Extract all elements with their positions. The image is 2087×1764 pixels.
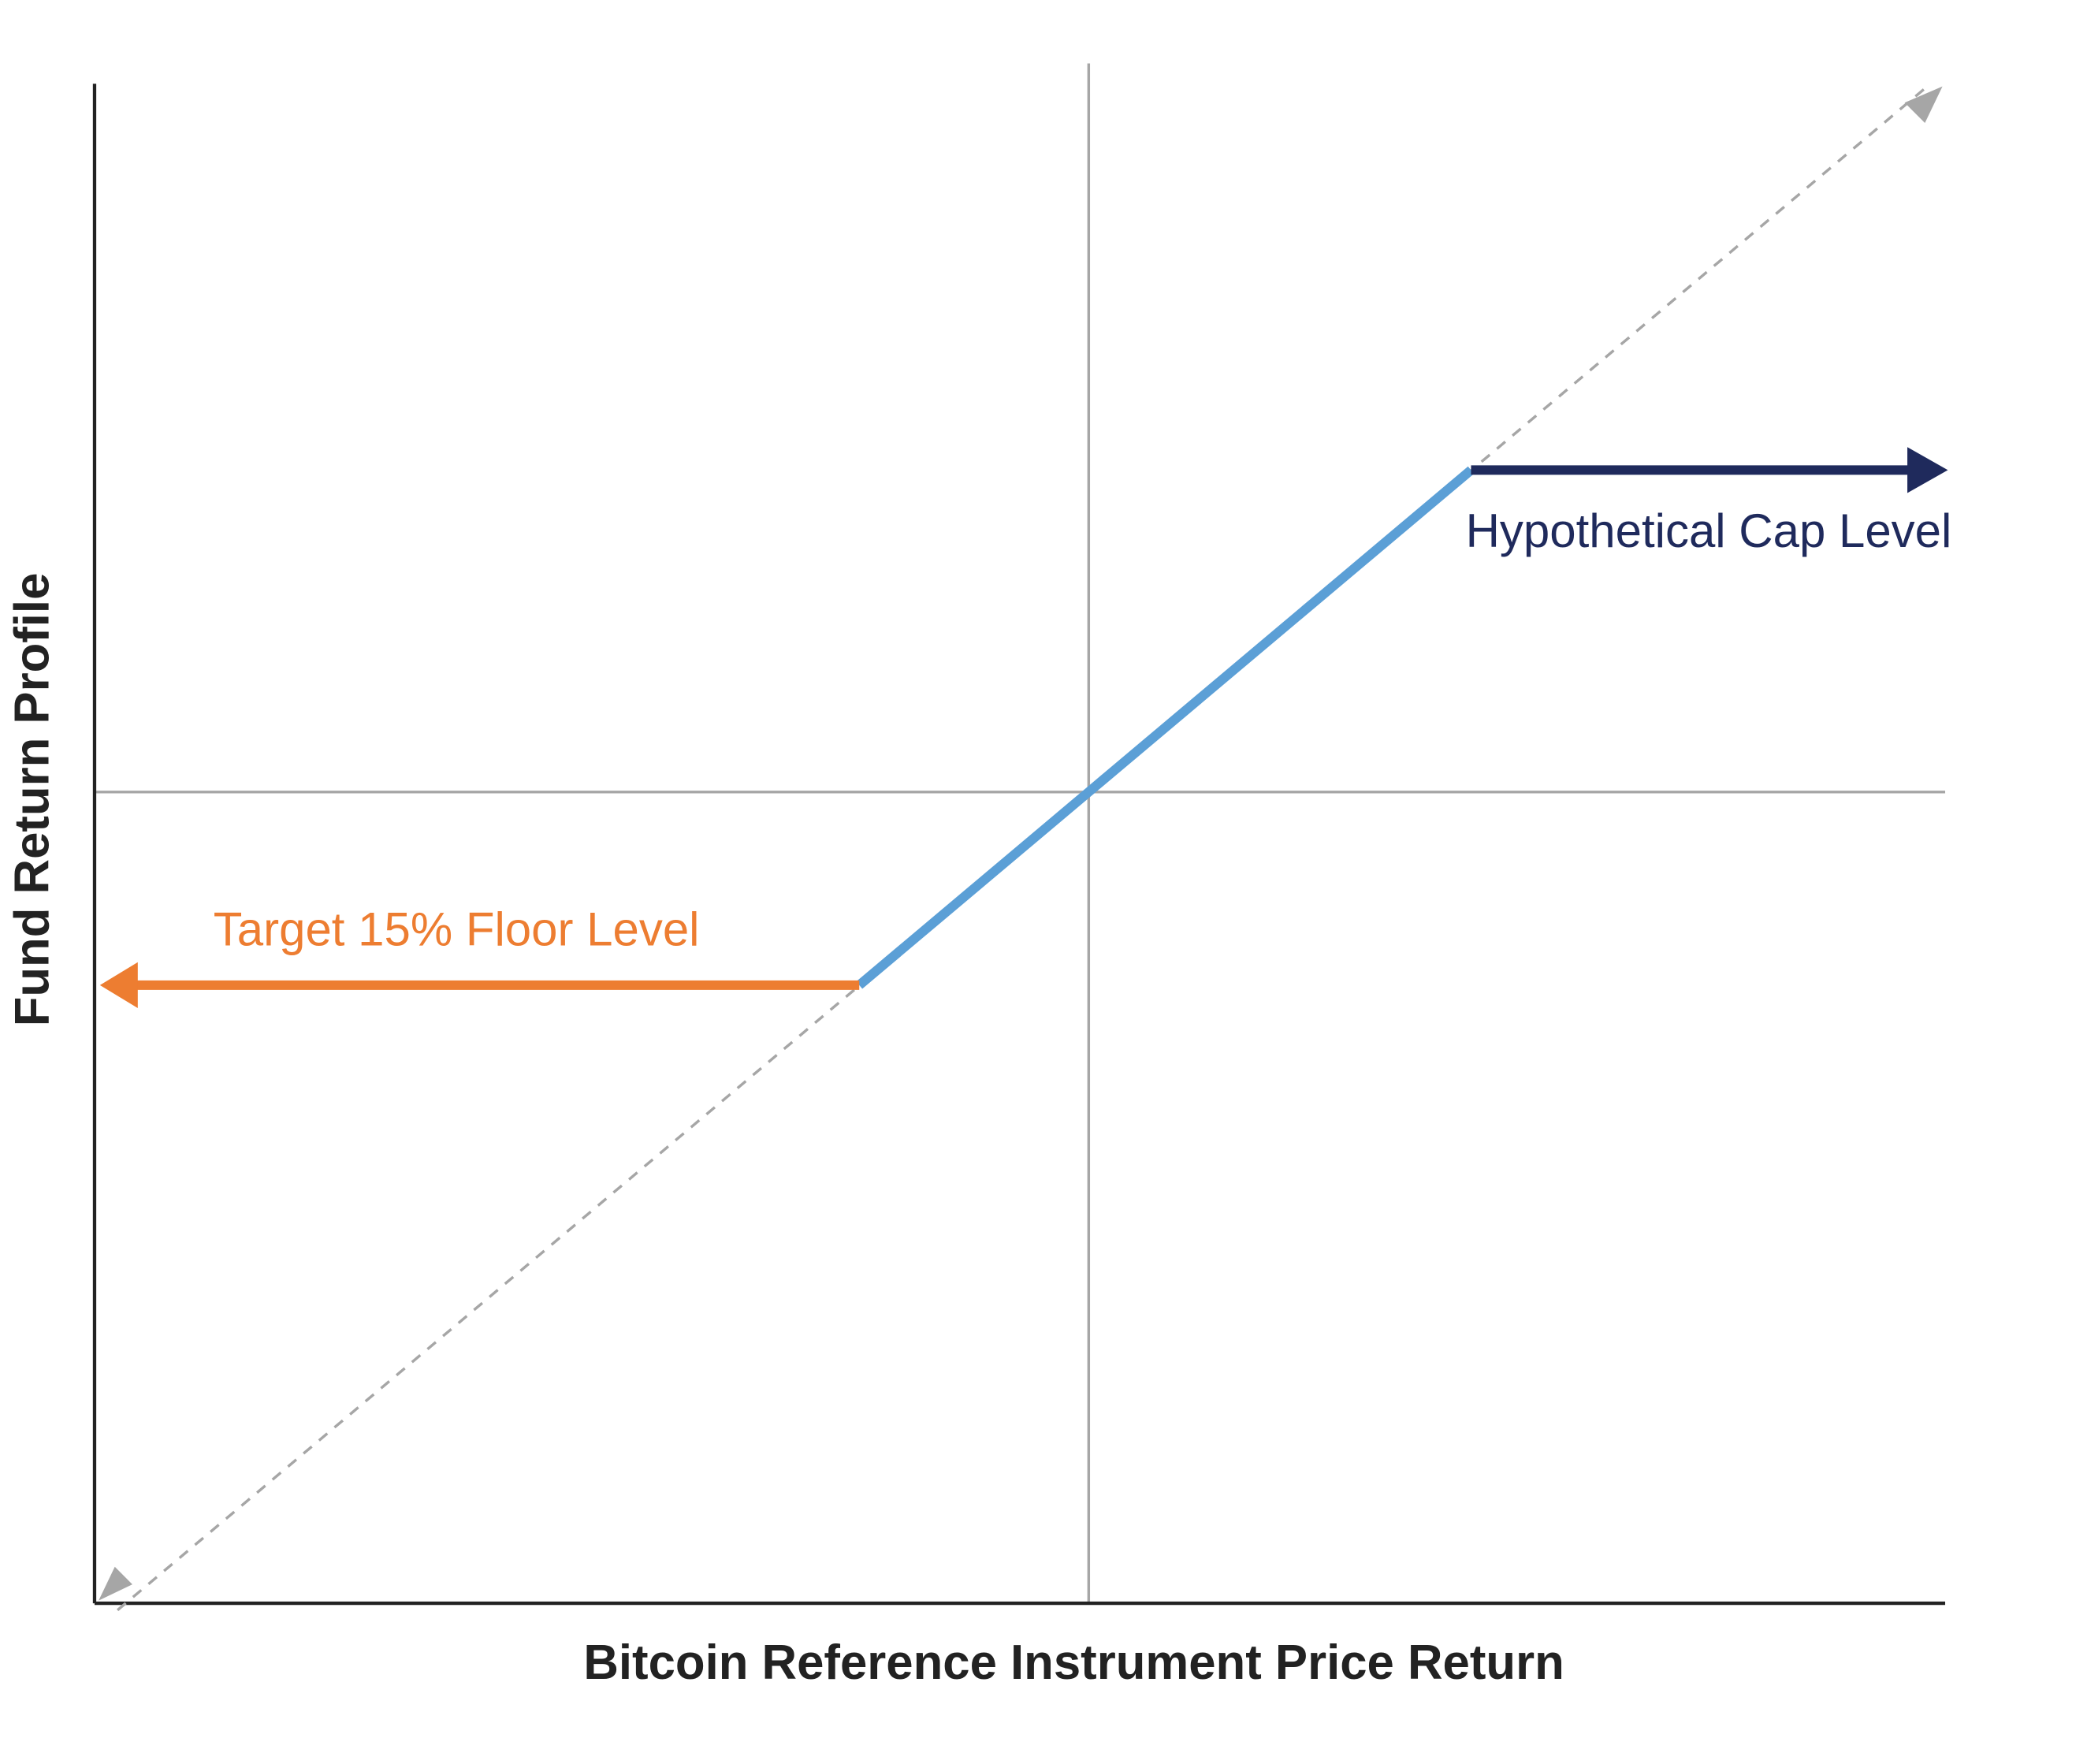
- x-axis-label: Bitcoin Reference Instrument Price Retur…: [583, 1636, 1564, 1690]
- floor-label: Target 15% Floor Level: [214, 903, 700, 956]
- fund-return-line: [856, 466, 1475, 989]
- reference-arrowhead-bottom: [99, 1566, 132, 1601]
- reference-arrowhead-top: [1904, 86, 1943, 123]
- cap-label: Hypothetical Cap Level: [1466, 504, 1952, 557]
- cap-arrowhead: [1907, 447, 1948, 493]
- y-axis-label: Fund Return Profile: [6, 573, 60, 1027]
- floor-arrowhead: [99, 962, 138, 1009]
